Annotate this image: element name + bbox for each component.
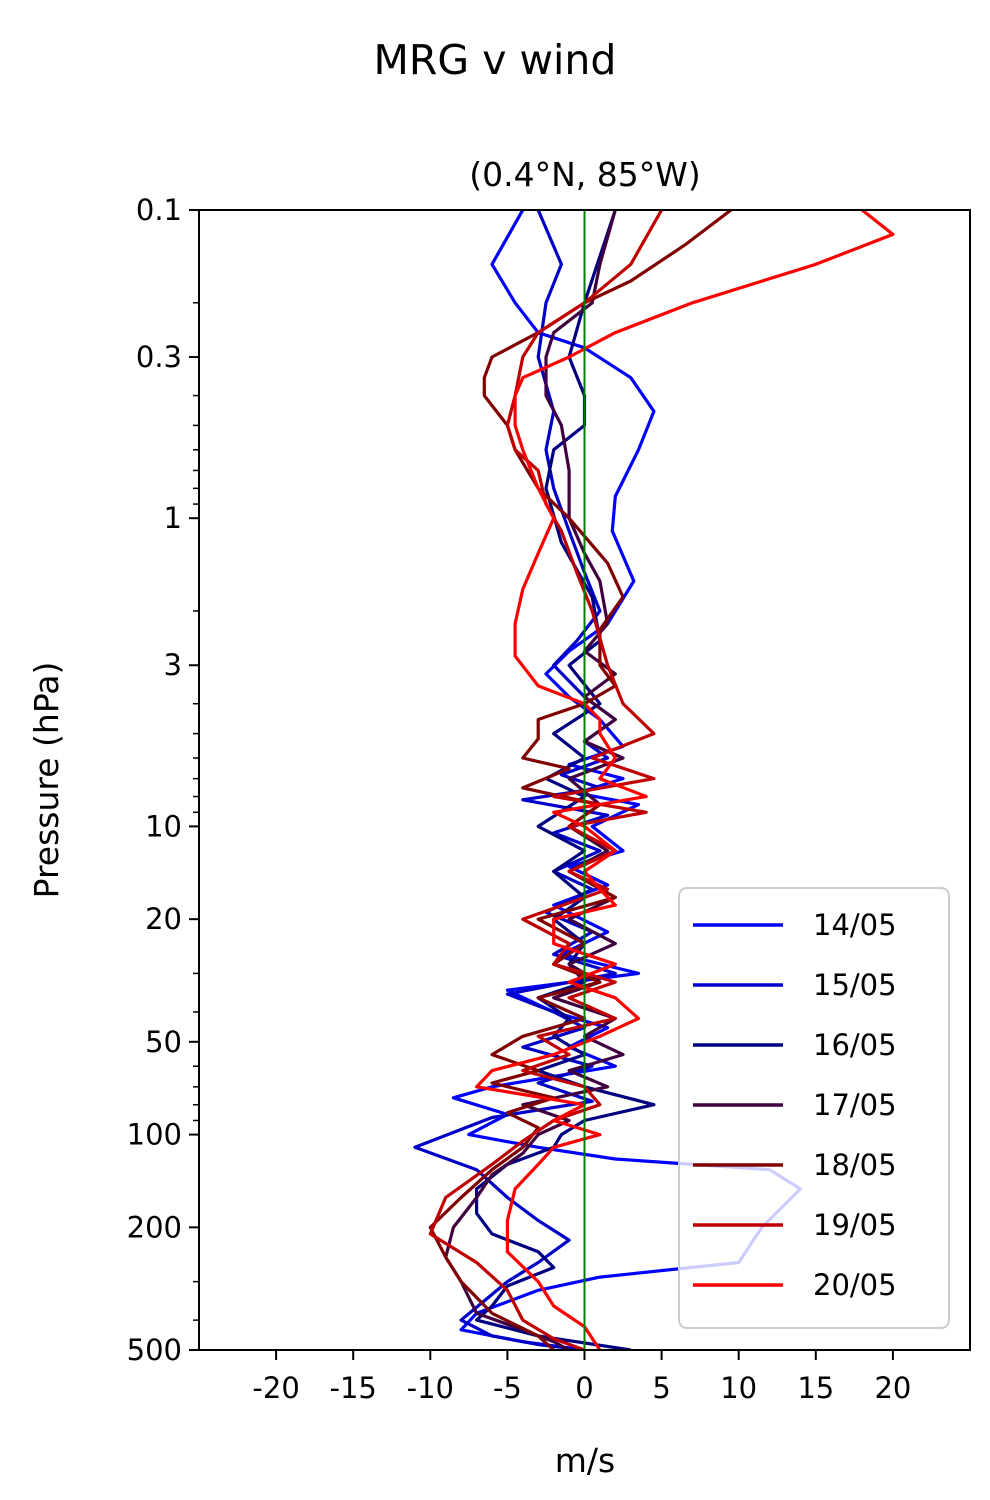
x-tick-label: 10	[720, 1371, 757, 1405]
legend-label: 17/05	[813, 1088, 897, 1122]
x-tick-label: 0	[575, 1371, 593, 1405]
chart-title: (0.4°N, 85°W)	[469, 155, 701, 194]
series-line-16-05	[475, 210, 656, 1350]
y-axis-label: Pressure (hPa)	[27, 662, 66, 899]
legend-label: 14/05	[813, 908, 897, 942]
x-tick-label: -20	[252, 1371, 299, 1405]
y-tick-label: 10	[145, 809, 182, 843]
series-line-15-05	[413, 210, 617, 1350]
legend-entries: 14/05 15/05 16/05 17/05 18/05 19/05 20/05	[693, 908, 897, 1302]
x-tick-label: -5	[493, 1371, 522, 1405]
legend-label: 16/05	[813, 1028, 897, 1062]
x-tick-label: 5	[652, 1371, 670, 1405]
legend-label: 19/05	[813, 1208, 897, 1242]
legend-label: 18/05	[813, 1148, 897, 1182]
y-tick-label: 100	[127, 1118, 182, 1152]
legend: 14/05 15/05 16/05 17/05 18/05 19/05 20/05	[678, 887, 950, 1329]
y-tick-label: 200	[127, 1210, 182, 1244]
x-axis-label: m/s	[555, 1441, 615, 1480]
y-tick-label: 1	[164, 501, 182, 535]
x-tick-label: -10	[407, 1371, 454, 1405]
series-line-19-05	[428, 210, 663, 1350]
y-tick-label: 0.3	[136, 340, 182, 374]
legend-label: 20/05	[813, 1268, 897, 1302]
legend-frame	[678, 887, 950, 1329]
x-tick-label: 20	[874, 1371, 911, 1405]
series-line-20-05	[475, 210, 895, 1350]
y-tick-label: 3	[164, 648, 182, 682]
y-axis-ticks: 0.1 0.3 1 3 10 20 50 100 200 500	[127, 193, 199, 1367]
x-tick-label: 15	[797, 1371, 834, 1405]
series-layer	[413, 210, 895, 1350]
y-tick-label: 50	[145, 1025, 182, 1059]
y-tick-label: 0.1	[136, 193, 182, 227]
x-axis-ticks: -20 -15 -10 -5 0 5 10 15 20	[252, 1350, 911, 1405]
legend-label: 15/05	[813, 968, 897, 1002]
y-tick-label: 500	[127, 1333, 182, 1367]
figure-title: MRG v wind	[374, 36, 617, 84]
x-tick-label: -15	[330, 1371, 377, 1405]
y-tick-label: 20	[145, 902, 182, 936]
